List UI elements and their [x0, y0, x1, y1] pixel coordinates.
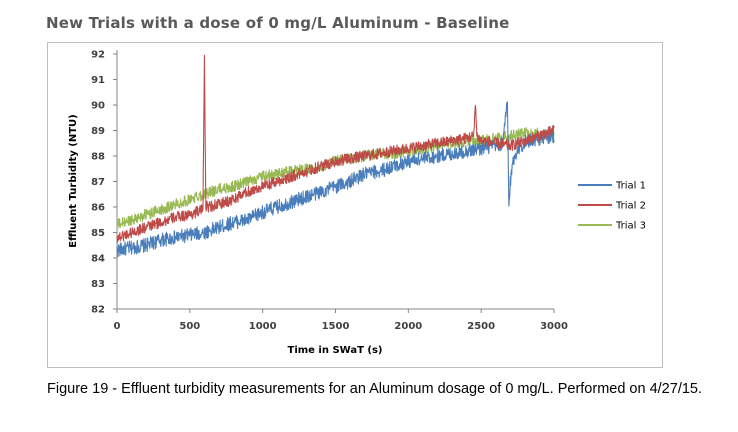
legend-label-2: Trial 2	[615, 201, 646, 212]
x-tick-label: 500	[179, 321, 200, 332]
series-line-trial-2	[116, 54, 555, 243]
y-axis-label: Effluent Turbidity (NTU)	[68, 114, 79, 247]
y-tick-label: 91	[91, 75, 105, 86]
x-tick-label: 1500	[322, 321, 350, 332]
y-tick-label: 87	[91, 177, 105, 188]
y-tick-label: 84	[91, 254, 105, 265]
y-tick-label: 88	[91, 152, 105, 163]
chart-frame: 82 83 84 85 86 87 88 89 90 91 92 0 500 1000 1500 2000 25…	[47, 42, 663, 368]
y-tick-label: 86	[91, 203, 105, 214]
legend-label-3: Trial 3	[615, 221, 646, 232]
x-tick-label: 0	[114, 321, 121, 332]
legend-label-1: Trial 1	[615, 181, 646, 192]
series-line-trial-1	[116, 101, 555, 258]
chart-plot: 82 83 84 85 86 87 88 89 90 91 92 0 500 1000 1500 2000 25…	[68, 50, 646, 357]
x-tick-label: 2000	[394, 321, 422, 332]
y-tick-label: 83	[91, 279, 105, 290]
y-tick-label: 90	[91, 101, 105, 112]
x-tick-label: 1000	[249, 321, 277, 332]
chart-axes: 82 83 84 85 86 87 88 89 90 91 92 0 500 1000 1500 2000 25…	[91, 50, 568, 333]
chart-series-group	[116, 54, 555, 258]
y-tick-label: 82	[91, 305, 105, 316]
x-tick-label: 3000	[540, 321, 568, 332]
figure-caption: Figure 19 - Effluent turbidity measureme…	[47, 381, 702, 397]
chart-title: New Trials with a dose of 0 mg/L Aluminu…	[46, 14, 510, 32]
y-tick-label: 89	[91, 126, 105, 137]
y-tick-label: 85	[91, 228, 105, 239]
chart-legend: Trial 1 Trial 2 Trial 3	[578, 181, 646, 232]
x-tick-label: 2500	[467, 321, 495, 332]
y-tick-label: 92	[91, 50, 105, 61]
x-axis-label: Time in SWaT (s)	[288, 345, 383, 356]
